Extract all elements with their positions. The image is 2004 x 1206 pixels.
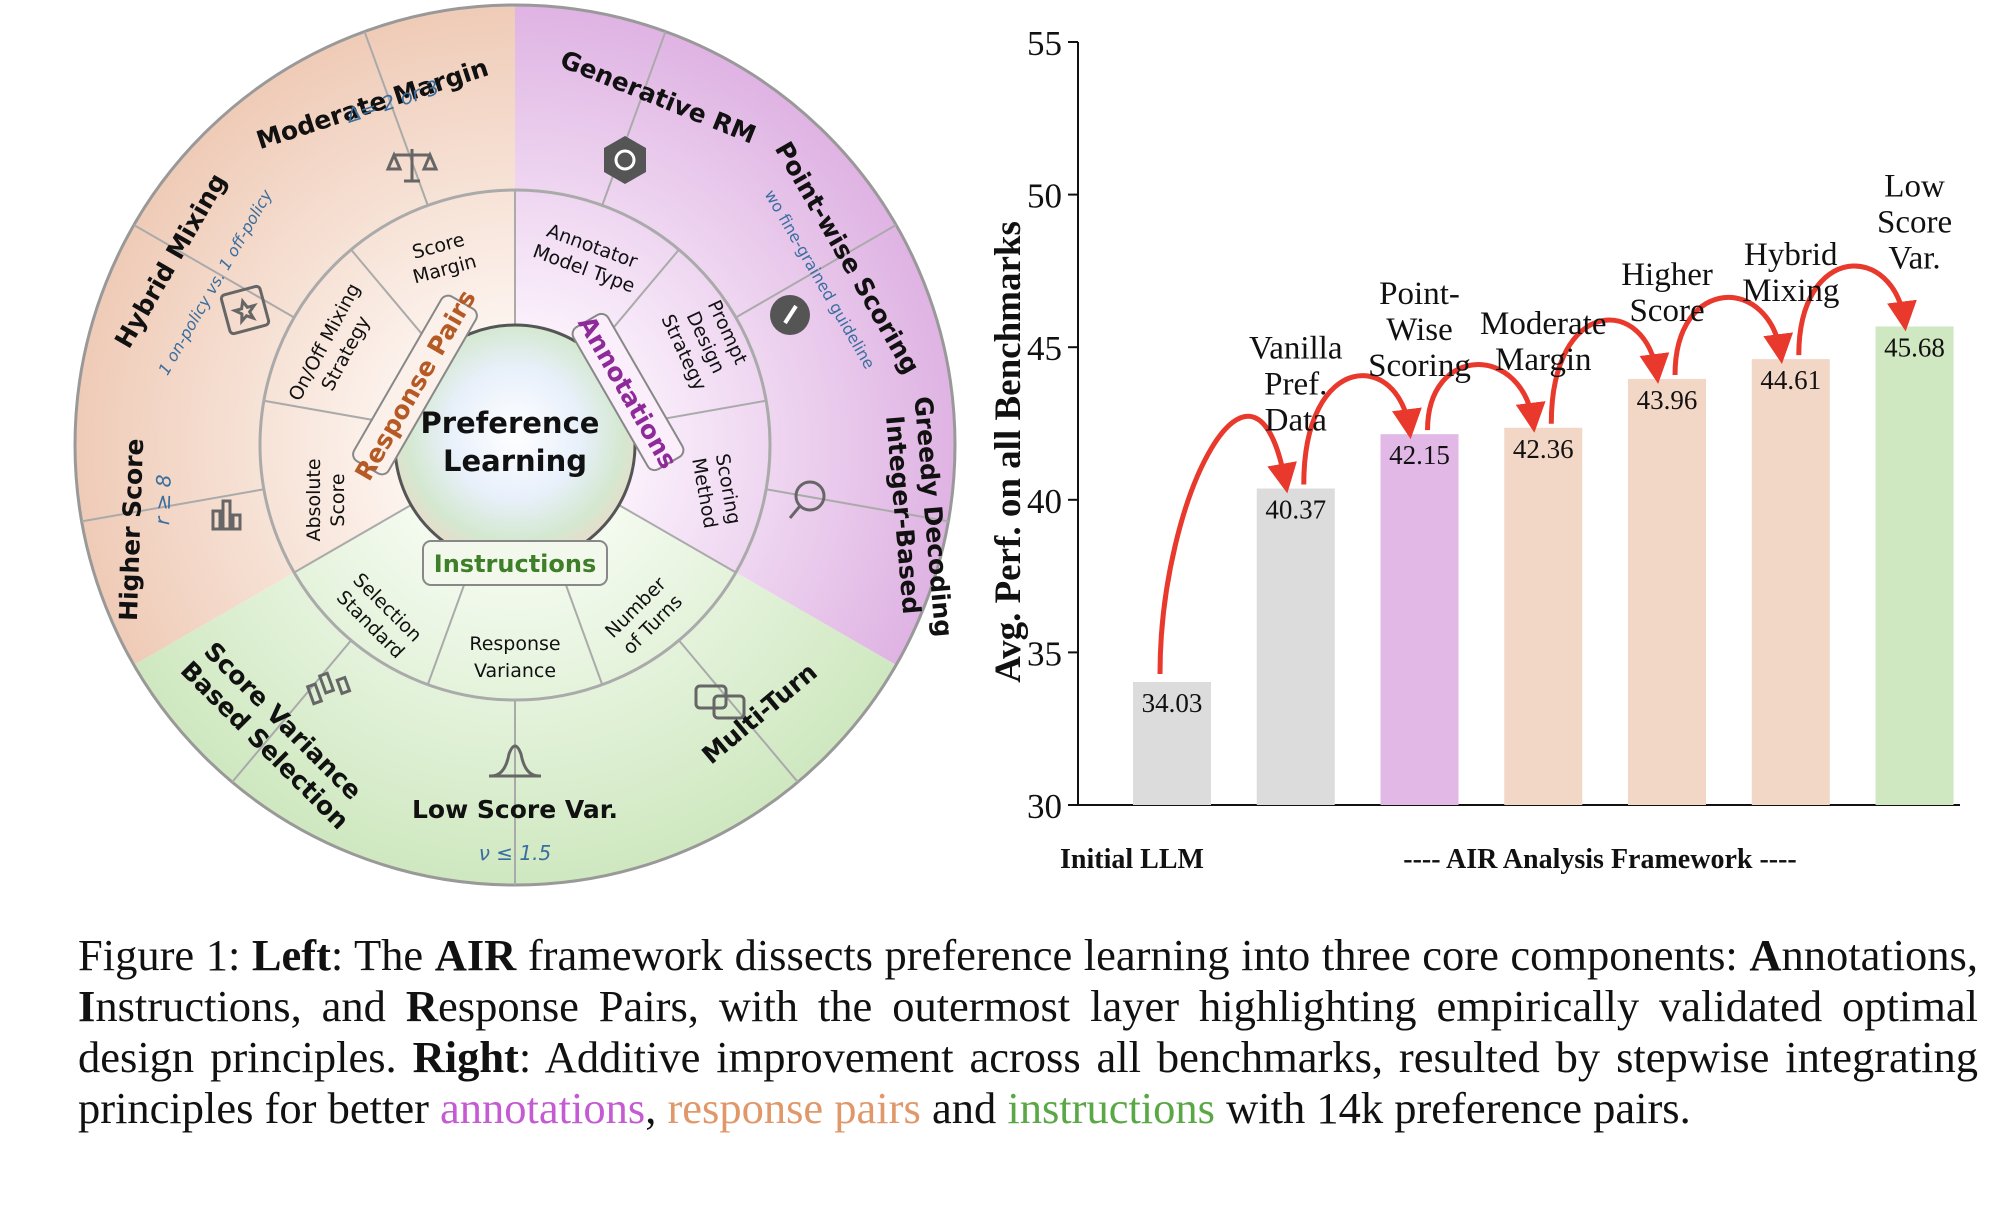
improvement-arrow	[1548, 317, 1670, 424]
y-tick-label: 55	[1027, 24, 1062, 63]
y-tick-label: 40	[1027, 482, 1062, 521]
center-label: Preference Learning	[420, 406, 609, 478]
bar-value-label: 34.03	[1142, 688, 1203, 718]
outer-spoke	[363, 31, 429, 206]
outer-spoke	[133, 224, 295, 319]
y-ticks: 30 35 40 45 50 55	[1027, 24, 1078, 826]
bar-value-label: 44.61	[1760, 365, 1821, 395]
bar-value-label: 42.36	[1513, 434, 1574, 464]
inner-response-variance: Response Variance	[469, 633, 560, 682]
bar-category-label: Moderate Margin	[1480, 306, 1606, 378]
improvement-arrow	[1157, 413, 1297, 675]
bar-5	[1628, 378, 1707, 805]
improvement-arrow	[1301, 373, 1422, 485]
bar-1	[1133, 682, 1211, 805]
category-instructions: Instructions	[422, 540, 608, 586]
hexagon-refresh-icon	[604, 136, 646, 184]
bar-category-label: Higher Score	[1621, 257, 1713, 329]
improvement-arrow	[1796, 263, 1917, 356]
outer-spoke	[231, 639, 352, 783]
bar-value-label: 42.15	[1389, 440, 1450, 470]
alert-pencil-icon	[770, 295, 810, 335]
outer-low-score-var-sub: ν ≤ 1.5	[479, 841, 551, 865]
bar-category-labels: Vanilla Pref. Data Point-Wise ScoringModerat…	[1249, 168, 1952, 438]
air-framework-wheel: Preference Learning Annotations Response…	[73, 3, 958, 887]
inner-spoke	[293, 504, 412, 574]
outer-low-score-var: Low Score Var.	[412, 795, 618, 824]
bar-category-label: Point-Wise Scoring	[1368, 276, 1471, 384]
outer-spoke	[678, 639, 799, 783]
y-tick-label: 30	[1027, 787, 1062, 826]
performance-bar-chart: 30 35 40 45 50 55 34.03 40.37 42.15 42.36 43.96 44…	[988, 24, 1960, 875]
candlestick-icon	[305, 671, 352, 706]
bar-category-label: Vanilla Pref. Data	[1249, 331, 1343, 439]
improvement-arrow	[1672, 294, 1794, 375]
scale-icon	[385, 149, 439, 183]
bar-4	[1504, 427, 1583, 805]
y-tick-label: 45	[1027, 329, 1062, 368]
outer-higher-score: Higher Score	[114, 438, 149, 621]
bar-7	[1875, 326, 1954, 805]
chat-bubbles-icon	[694, 684, 746, 720]
wheel-divider-lines	[73, 3, 957, 887]
bars: 34.03 40.37 42.15 42.36 43.96 44.61 45.68	[1133, 326, 1954, 805]
x-group-label-initial: Initial LLM	[1060, 844, 1204, 875]
bar-category-label: Low Score Var.	[1877, 168, 1952, 276]
bar-2	[1256, 488, 1335, 805]
bar-value-label: 43.96	[1637, 385, 1698, 415]
svg-text:Instructions: Instructions	[434, 550, 596, 578]
star-card-icon	[219, 284, 271, 336]
bar-value-label: 45.68	[1884, 332, 1945, 362]
outer-higher-score-sub: r ≥ 8	[150, 474, 176, 525]
bar-3	[1380, 434, 1459, 805]
bar-category-label: Hybrid Mixing	[1742, 237, 1839, 309]
y-tick-label: 35	[1027, 634, 1062, 673]
improvement-arrow	[1425, 362, 1546, 433]
bar-rank-icon	[211, 499, 242, 531]
sector-instructions	[133, 505, 897, 885]
bell-curve-icon	[489, 744, 541, 778]
x-group-label-air: ---- AIR Analysis Framework ----	[1403, 844, 1797, 875]
bar-value-label: 40.37	[1265, 495, 1326, 525]
bar-6	[1751, 359, 1830, 805]
magnifier-icon	[788, 480, 826, 519]
y-tick-label: 50	[1027, 177, 1062, 216]
y-axis-label: Avg. Perf. on all Benchmarks	[988, 221, 1029, 683]
inner-absolute-score: Absolute Score	[303, 458, 349, 541]
inner-spoke	[618, 504, 737, 574]
sector-response-pairs	[74, 5, 515, 665]
figure-caption: Figure 1: Left: The AIR framework dissec…	[78, 930, 1979, 1133]
outer-spoke	[81, 488, 265, 523]
improvement-arrows	[1157, 263, 1917, 675]
outer-spoke	[735, 224, 897, 319]
